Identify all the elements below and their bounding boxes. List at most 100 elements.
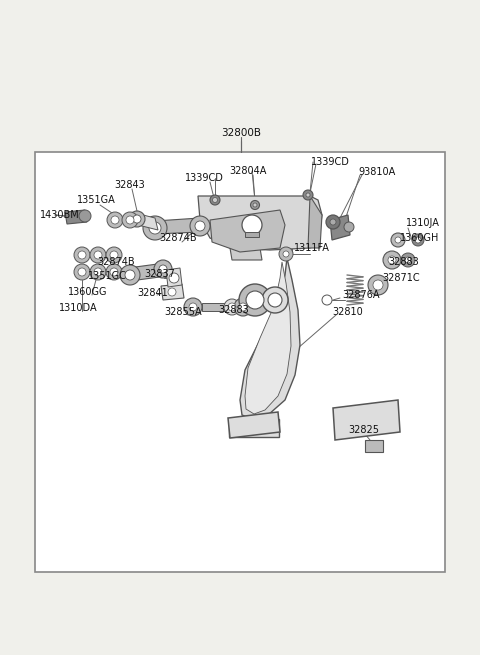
Circle shape — [388, 256, 396, 264]
Text: 1430BM: 1430BM — [40, 210, 80, 220]
Circle shape — [326, 215, 340, 229]
Text: 32804A: 32804A — [229, 166, 267, 176]
Polygon shape — [166, 268, 182, 287]
Circle shape — [78, 251, 86, 259]
Circle shape — [330, 219, 336, 225]
Polygon shape — [333, 400, 400, 440]
Circle shape — [168, 288, 176, 296]
Circle shape — [306, 193, 310, 197]
Circle shape — [195, 221, 205, 231]
Circle shape — [210, 195, 220, 205]
Polygon shape — [210, 210, 285, 252]
Text: 32876A: 32876A — [342, 290, 380, 300]
Text: 1360GH: 1360GH — [400, 233, 439, 243]
Circle shape — [107, 212, 123, 228]
Circle shape — [383, 251, 401, 269]
Circle shape — [412, 234, 424, 246]
Text: 1310DA: 1310DA — [59, 303, 97, 313]
Circle shape — [303, 190, 313, 200]
Bar — [365, 440, 383, 452]
Polygon shape — [128, 263, 167, 281]
Circle shape — [129, 211, 145, 227]
Bar — [245, 232, 259, 237]
Polygon shape — [245, 262, 291, 414]
Circle shape — [110, 251, 118, 259]
Text: 32810: 32810 — [332, 307, 363, 317]
Bar — [202, 303, 232, 311]
Circle shape — [391, 233, 405, 247]
Polygon shape — [198, 196, 322, 250]
Circle shape — [74, 264, 90, 280]
Circle shape — [143, 216, 167, 240]
Circle shape — [246, 291, 264, 309]
Circle shape — [262, 287, 288, 313]
Circle shape — [78, 268, 86, 276]
Text: 93810A: 93810A — [358, 167, 395, 177]
Polygon shape — [240, 258, 300, 420]
Circle shape — [373, 280, 383, 290]
Circle shape — [239, 303, 247, 311]
Text: 1339CD: 1339CD — [185, 173, 223, 183]
Circle shape — [120, 265, 140, 285]
Circle shape — [213, 198, 217, 202]
Circle shape — [234, 298, 252, 316]
Polygon shape — [65, 210, 87, 224]
Circle shape — [133, 215, 141, 223]
Circle shape — [159, 265, 167, 273]
Text: 32837: 32837 — [144, 269, 175, 279]
Circle shape — [189, 303, 197, 311]
Text: 32871C: 32871C — [382, 273, 420, 283]
Circle shape — [90, 264, 106, 280]
Circle shape — [253, 203, 257, 207]
Circle shape — [344, 222, 354, 232]
Circle shape — [126, 216, 134, 224]
Bar — [35, 152, 445, 572]
Circle shape — [106, 264, 122, 280]
Text: 32874B: 32874B — [97, 257, 135, 267]
Polygon shape — [155, 218, 200, 234]
Circle shape — [110, 268, 118, 276]
Text: 32825: 32825 — [348, 425, 380, 435]
Text: 32883: 32883 — [218, 305, 250, 315]
Polygon shape — [330, 215, 350, 240]
Circle shape — [395, 237, 401, 243]
Text: 1339CD: 1339CD — [311, 157, 350, 167]
Circle shape — [111, 216, 119, 224]
Text: 32843: 32843 — [115, 180, 145, 190]
Text: 32874B: 32874B — [159, 233, 197, 243]
Circle shape — [322, 295, 332, 305]
Text: 32800B: 32800B — [221, 128, 261, 138]
Text: 32841: 32841 — [138, 288, 168, 298]
Circle shape — [405, 257, 411, 263]
Polygon shape — [161, 284, 184, 300]
Circle shape — [74, 247, 90, 263]
Circle shape — [268, 293, 282, 307]
Polygon shape — [135, 213, 158, 230]
Text: 1310JA: 1310JA — [406, 218, 440, 228]
Text: 32883: 32883 — [388, 257, 419, 267]
Circle shape — [283, 251, 289, 257]
Circle shape — [239, 284, 271, 316]
Circle shape — [224, 299, 240, 315]
Circle shape — [154, 260, 172, 278]
Circle shape — [125, 270, 135, 280]
Circle shape — [368, 275, 388, 295]
Polygon shape — [308, 196, 322, 248]
Circle shape — [90, 247, 106, 263]
Polygon shape — [228, 412, 280, 438]
Circle shape — [251, 200, 260, 210]
Bar — [229, 419, 279, 437]
Circle shape — [401, 253, 415, 267]
Text: 1360GG: 1360GG — [68, 287, 108, 297]
Circle shape — [106, 247, 122, 263]
Circle shape — [184, 298, 202, 316]
Circle shape — [79, 210, 91, 222]
Text: 32855A: 32855A — [164, 307, 202, 317]
Circle shape — [242, 215, 262, 235]
Circle shape — [122, 212, 138, 228]
Circle shape — [94, 268, 102, 276]
Circle shape — [228, 303, 236, 311]
Text: 1351GA: 1351GA — [77, 195, 115, 205]
Text: 1351GC: 1351GC — [87, 271, 126, 281]
Circle shape — [415, 237, 421, 243]
